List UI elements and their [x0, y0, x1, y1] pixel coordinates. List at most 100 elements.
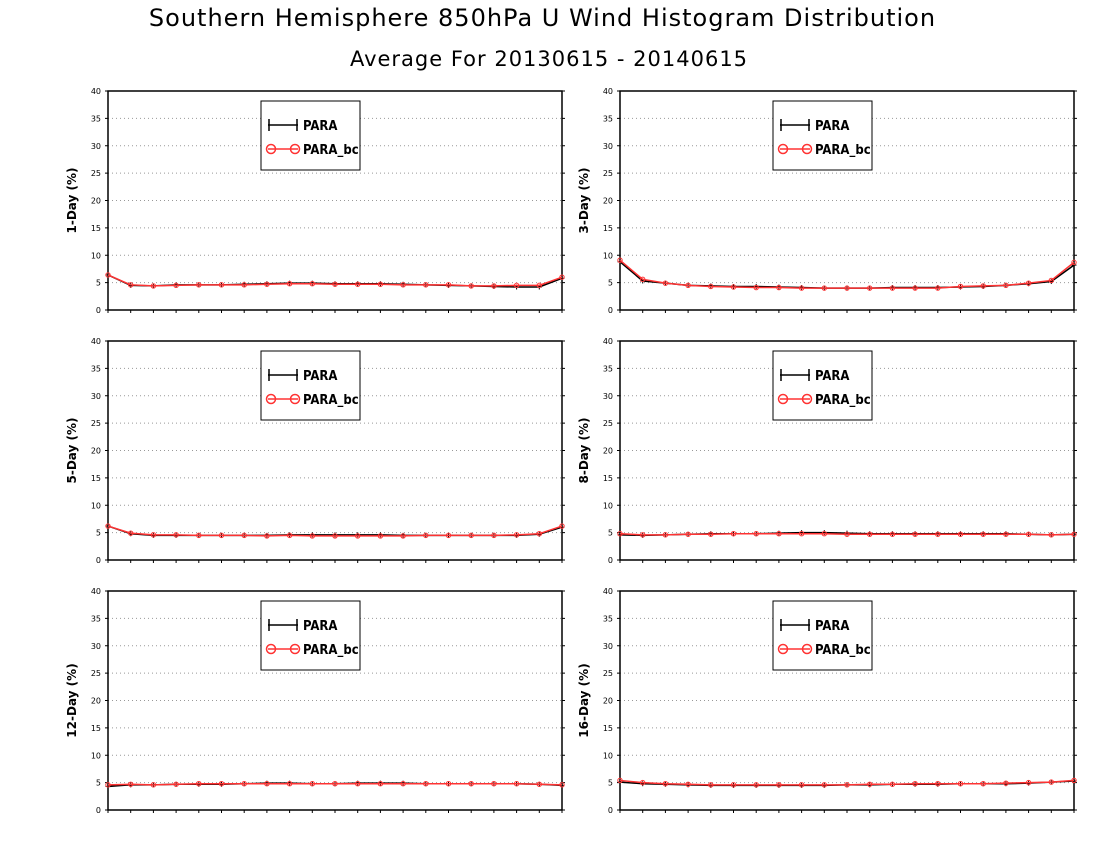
- y-tick-label: 5: [608, 779, 613, 788]
- legend-circle-marker: [801, 643, 813, 655]
- para-bc-point: [617, 257, 623, 263]
- y-tick-label: 15: [603, 224, 613, 233]
- para-bc-point: [377, 281, 384, 287]
- y-tick-label: 25: [603, 419, 613, 428]
- y-tick-label: 30: [91, 142, 101, 151]
- para-bc-point: [798, 782, 805, 788]
- legend-circle-marker: [289, 143, 301, 155]
- y-tick-label: 15: [91, 224, 101, 233]
- para-bc-point: [128, 282, 134, 288]
- para-bc-point: [935, 781, 941, 787]
- para-bc-point: [332, 281, 338, 287]
- para-bc-point: [400, 282, 406, 288]
- para-bc-point: [957, 283, 964, 290]
- para-bc-point: [708, 531, 714, 537]
- para-bc-point: [753, 531, 759, 537]
- para-bc-point: [264, 781, 270, 787]
- legend: PARA PARA_bc: [772, 100, 873, 171]
- y-axis-label: 12-Day (%): [65, 663, 79, 737]
- legend-circle-marker: [801, 393, 813, 405]
- para-bc-point: [105, 523, 111, 529]
- panel-6: 0 5 10 15 20 25 30 35 40 16-Day (%) PARA PARA_bc: [577, 587, 1077, 815]
- y-tick-label: 0: [608, 806, 613, 815]
- para-bc-point: [867, 531, 873, 537]
- y-tick-label: 5: [608, 529, 613, 538]
- series-line-para-bc: [107, 525, 563, 537]
- para-bc-point: [1048, 277, 1055, 284]
- para-bc-point: [355, 533, 361, 539]
- para-bc-point: [640, 779, 646, 786]
- para-bc-point: [128, 781, 134, 787]
- para-bc-point: [513, 282, 520, 289]
- y-tick-label: 10: [91, 501, 101, 510]
- para-bc-point: [617, 531, 623, 537]
- y-tick-label: 40: [603, 87, 613, 96]
- para-bc-point: [264, 281, 270, 287]
- y-tick-label: 30: [603, 392, 613, 401]
- para-bc-point: [980, 283, 986, 289]
- para-bc-point: [241, 532, 247, 539]
- y-axis-label: 16-Day (%): [577, 663, 591, 737]
- para-bc-point: [912, 285, 918, 291]
- legend-circle-marker: [801, 143, 813, 155]
- plot-frame: [619, 340, 1075, 561]
- legend-label: PARA: [303, 369, 338, 384]
- y-tick-label: 35: [603, 364, 613, 373]
- para-bc-point: [1003, 282, 1009, 289]
- para-bc-point: [640, 532, 646, 538]
- y-tick-label: 0: [96, 806, 101, 815]
- y-tick-label: 30: [603, 642, 613, 651]
- para-bc-point: [685, 282, 691, 289]
- y-tick-label: 10: [91, 251, 101, 260]
- legend: PARA PARA_bc: [772, 600, 873, 671]
- para-bc-point: [286, 281, 293, 287]
- y-tick-label: 15: [603, 724, 613, 733]
- para-bc-point: [821, 782, 827, 788]
- para-bc-point: [105, 272, 111, 278]
- para-point: [1071, 262, 1077, 268]
- para-bc-point: [173, 781, 179, 787]
- para-bc-point: [468, 781, 474, 787]
- para-bc-point: [491, 532, 497, 539]
- para-bc-point: [844, 531, 850, 537]
- para-bc-point: [640, 276, 646, 283]
- para-bc-point: [491, 283, 497, 289]
- para-bc-point: [445, 781, 452, 787]
- para-bc-point: [1025, 531, 1032, 537]
- legend-circle-marker: [777, 643, 789, 655]
- legend-circle-marker: [777, 143, 789, 155]
- legend-circle-marker: [289, 393, 301, 405]
- y-tick-label: 30: [603, 142, 613, 151]
- panel-2: 0 5 10 15 20 25 30 35 40 3-Day (%) PARA PARA_bc: [577, 87, 1077, 315]
- legend: PARA PARA_bc: [260, 350, 361, 421]
- para-bc-point: [513, 532, 520, 538]
- para-bc-point: [844, 285, 850, 291]
- y-tick-label: 5: [608, 279, 613, 288]
- legend-label: PARA: [303, 119, 338, 134]
- para-bc-point: [798, 285, 805, 291]
- para-bc-point: [559, 523, 565, 529]
- para-bc-point: [355, 781, 361, 787]
- legend: PARA PARA_bc: [772, 350, 873, 421]
- para-bc-point: [377, 781, 384, 787]
- para-bc-point: [332, 781, 338, 787]
- y-tick-label: 35: [91, 364, 101, 373]
- para-bc-point: [889, 531, 896, 537]
- para-bc-point: [957, 531, 964, 537]
- para-bc-point: [377, 533, 384, 539]
- para-bc-point: [150, 532, 157, 538]
- y-tick-label: 0: [608, 556, 613, 565]
- para-bc-point: [196, 532, 202, 539]
- y-tick-label: 20: [603, 697, 613, 706]
- y-tick-label: 5: [96, 279, 101, 288]
- series-line-para-bc: [619, 532, 1075, 536]
- y-tick-label: 20: [603, 197, 613, 206]
- series-line-para-bc: [107, 782, 563, 786]
- para-bc-point: [867, 781, 873, 787]
- series-line-para-bc: [107, 274, 563, 287]
- para-bc-point: [309, 533, 315, 539]
- para-bc-point: [150, 283, 157, 289]
- legend-label: PARA: [815, 119, 850, 134]
- y-tick-label: 40: [603, 337, 613, 346]
- para-bc-point: [264, 533, 270, 539]
